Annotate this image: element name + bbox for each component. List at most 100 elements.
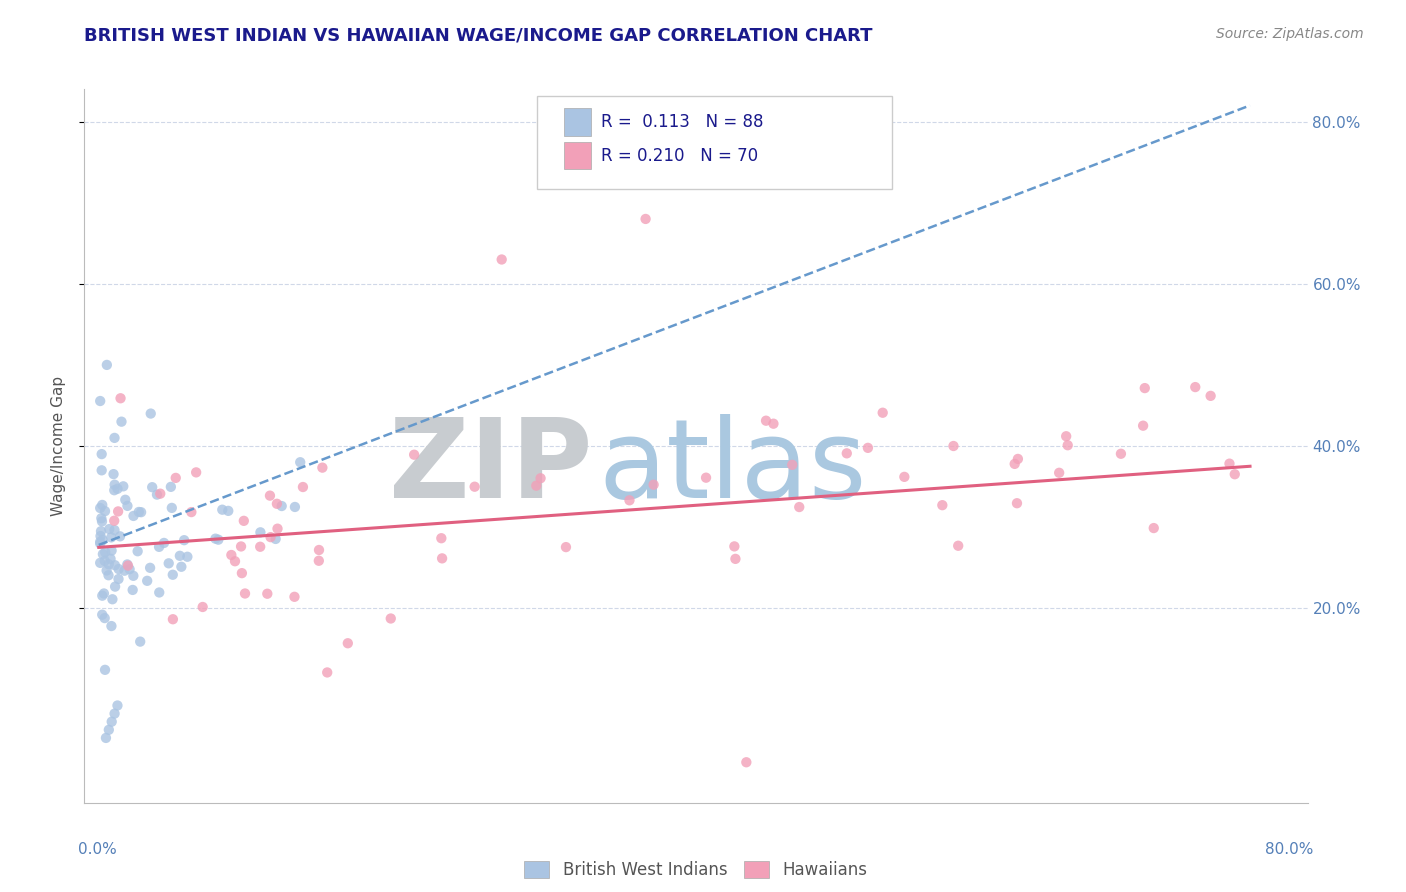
FancyBboxPatch shape bbox=[564, 109, 591, 136]
British West Indians bbox=[103, 523, 125, 537]
British West Indians bbox=[148, 540, 170, 554]
British West Indians bbox=[103, 467, 125, 482]
British West Indians bbox=[91, 515, 114, 529]
Hawaiians bbox=[491, 252, 513, 267]
Hawaiians bbox=[695, 471, 717, 485]
British West Indians bbox=[91, 607, 114, 622]
Hawaiians bbox=[1109, 447, 1132, 461]
Hawaiians bbox=[1047, 466, 1070, 480]
British West Indians bbox=[148, 585, 170, 599]
Hawaiians bbox=[1007, 451, 1029, 466]
Y-axis label: Wage/Income Gap: Wage/Income Gap bbox=[51, 376, 66, 516]
British West Indians bbox=[104, 558, 127, 573]
British West Indians bbox=[139, 561, 162, 575]
British West Indians bbox=[107, 698, 129, 713]
Hawaiians bbox=[266, 497, 288, 511]
Text: BRITISH WEST INDIAN VS HAWAIIAN WAGE/INCOME GAP CORRELATION CHART: BRITISH WEST INDIAN VS HAWAIIAN WAGE/INC… bbox=[84, 27, 873, 45]
British West Indians bbox=[114, 564, 136, 578]
British West Indians bbox=[93, 586, 115, 600]
Hawaiians bbox=[291, 480, 314, 494]
Hawaiians bbox=[191, 599, 214, 614]
British West Indians bbox=[100, 543, 122, 558]
British West Indians bbox=[107, 562, 129, 576]
British West Indians bbox=[122, 569, 145, 583]
British West Indians bbox=[128, 505, 150, 519]
British West Indians bbox=[204, 532, 226, 546]
British West Indians bbox=[90, 447, 112, 461]
Hawaiians bbox=[755, 414, 778, 428]
FancyBboxPatch shape bbox=[537, 96, 891, 189]
British West Indians bbox=[112, 479, 135, 493]
Text: atlas: atlas bbox=[598, 414, 866, 521]
British West Indians bbox=[139, 407, 162, 421]
British West Indians bbox=[93, 554, 115, 568]
British West Indians bbox=[176, 549, 198, 564]
British West Indians bbox=[162, 567, 184, 582]
Hawaiians bbox=[233, 586, 256, 600]
Hawaiians bbox=[336, 636, 359, 650]
British West Indians bbox=[169, 549, 191, 563]
Text: Source: ZipAtlas.com: Source: ZipAtlas.com bbox=[1216, 27, 1364, 41]
Hawaiians bbox=[259, 489, 281, 503]
Hawaiians bbox=[180, 505, 202, 519]
Hawaiians bbox=[735, 756, 758, 770]
Hawaiians bbox=[430, 531, 453, 545]
British West Indians bbox=[170, 559, 193, 574]
Hawaiians bbox=[316, 665, 339, 680]
British West Indians bbox=[96, 358, 118, 372]
British West Indians bbox=[118, 562, 141, 576]
Hawaiians bbox=[186, 466, 208, 480]
Hawaiians bbox=[221, 548, 243, 562]
Text: 80.0%: 80.0% bbox=[1265, 842, 1313, 857]
British West Indians bbox=[160, 480, 183, 494]
Hawaiians bbox=[942, 439, 965, 453]
Hawaiians bbox=[430, 551, 453, 566]
British West Indians bbox=[104, 477, 127, 491]
British West Indians bbox=[153, 536, 176, 550]
British West Indians bbox=[94, 731, 117, 745]
Hawaiians bbox=[259, 530, 281, 544]
Hawaiians bbox=[787, 500, 810, 514]
Hawaiians bbox=[224, 554, 246, 568]
Hawaiians bbox=[232, 514, 254, 528]
Legend: British West Indians, Hawaiians: British West Indians, Hawaiians bbox=[517, 854, 875, 886]
Hawaiians bbox=[1199, 389, 1222, 403]
British West Indians bbox=[114, 492, 136, 507]
British West Indians bbox=[98, 522, 121, 536]
British West Indians bbox=[249, 525, 271, 540]
British West Indians bbox=[270, 499, 292, 513]
British West Indians bbox=[264, 532, 287, 546]
British West Indians bbox=[100, 530, 122, 544]
Hawaiians bbox=[266, 522, 288, 536]
Hawaiians bbox=[1132, 418, 1154, 433]
Hawaiians bbox=[256, 587, 278, 601]
British West Indians bbox=[157, 557, 180, 571]
Hawaiians bbox=[780, 458, 803, 472]
British West Indians bbox=[290, 455, 312, 469]
Text: R =  0.113   N = 88: R = 0.113 N = 88 bbox=[600, 113, 763, 131]
British West Indians bbox=[97, 558, 120, 572]
British West Indians bbox=[93, 611, 115, 625]
Hawaiians bbox=[149, 486, 172, 500]
British West Indians bbox=[90, 511, 112, 525]
British West Indians bbox=[91, 589, 114, 603]
British West Indians bbox=[104, 580, 127, 594]
British West Indians bbox=[94, 504, 117, 518]
British West Indians bbox=[89, 501, 111, 516]
Hawaiians bbox=[110, 391, 132, 405]
British West Indians bbox=[141, 480, 163, 494]
Hawaiians bbox=[380, 611, 402, 625]
Hawaiians bbox=[1054, 429, 1077, 443]
Hawaiians bbox=[856, 441, 879, 455]
Hawaiians bbox=[1004, 457, 1026, 471]
Hawaiians bbox=[107, 504, 129, 518]
British West Indians bbox=[107, 572, 129, 586]
British West Indians bbox=[89, 529, 111, 543]
Hawaiians bbox=[229, 540, 252, 554]
British West Indians bbox=[89, 394, 111, 409]
Hawaiians bbox=[872, 406, 894, 420]
Hawaiians bbox=[1133, 381, 1156, 395]
British West Indians bbox=[97, 568, 120, 582]
British West Indians bbox=[108, 529, 131, 543]
Hawaiians bbox=[893, 470, 915, 484]
